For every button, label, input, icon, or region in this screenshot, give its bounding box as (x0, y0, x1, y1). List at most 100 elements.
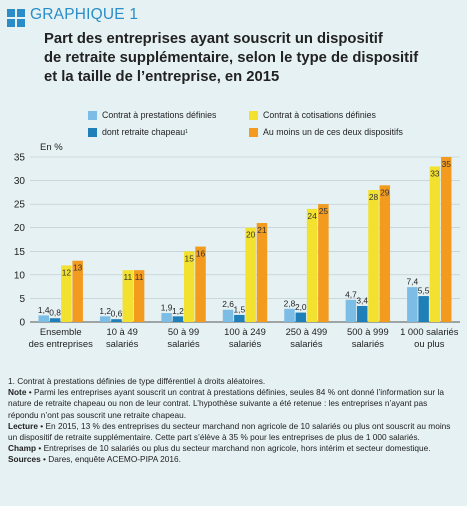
x-tick-label: 10 à 49 (107, 326, 138, 337)
y-tick-label: 30 (14, 176, 26, 187)
bar (161, 313, 172, 322)
bar (368, 190, 379, 322)
legend-item-prestations: Contrat à prestations définies (88, 110, 216, 120)
title-line-2: de retraite supplémentaire, selon le typ… (44, 50, 419, 66)
data-label: 21 (257, 225, 267, 235)
bar (429, 166, 441, 322)
legend-label: dont retraite chapeau (102, 127, 186, 137)
legend-footnote-ref: 1 (185, 129, 188, 135)
y-axis-label: En % (40, 142, 63, 153)
data-label: 2,0 (295, 302, 307, 312)
x-tick-label: 100 à 249 (224, 326, 266, 337)
bar (183, 251, 195, 322)
bar (407, 287, 418, 322)
y-tick-label: 25 (14, 200, 26, 211)
bar (379, 185, 391, 322)
data-label: 15 (185, 253, 195, 263)
legend-label: Au moins un de ces deux dispositifs (263, 127, 403, 137)
data-label: 0,6 (111, 309, 123, 319)
legend-item-au-moins-un: Au moins un de ces deux dispositifs (249, 127, 403, 137)
data-label: 0,8 (49, 308, 61, 318)
bar (38, 315, 50, 322)
y-tick-label: 10 (14, 270, 26, 281)
bar (306, 208, 318, 322)
data-label: 12 (62, 267, 72, 277)
data-label: 20 (246, 230, 256, 240)
data-label: 7,4 (407, 277, 419, 287)
y-tick-label: 20 (14, 223, 26, 234)
bar (318, 204, 329, 322)
legend-label: Contrat à cotisations définies (263, 110, 376, 120)
bar (284, 308, 295, 322)
data-label: 11 (123, 272, 132, 282)
bar (111, 319, 122, 322)
footnote-note: Note • Parmi les entreprises ayant sousc… (8, 387, 444, 420)
footnotes: 1. Contrat à prestations définies de typ… (8, 376, 460, 466)
footnote-1: 1. Contrat à prestations définies de typ… (8, 376, 266, 386)
legend-swatch (249, 110, 258, 120)
bar (356, 305, 368, 322)
bar (222, 309, 234, 322)
data-label: 16 (196, 249, 206, 259)
data-label: 25 (319, 206, 329, 216)
data-label: 2,6 (222, 299, 234, 309)
data-label: 2,8 (284, 298, 296, 308)
x-tick-label: 50 à 99 (168, 326, 199, 337)
bar (133, 270, 145, 322)
y-tick-label: 35 (14, 153, 26, 164)
data-label: 1,2 (172, 306, 184, 316)
bar-chart: 0 5 10 15 20 25 30 35 En % 1,4 0,8 12 13 Ensembledes … (14, 142, 460, 349)
legend-item-cotisations: Contrat à cotisations définies (249, 110, 376, 120)
x-tick-label: Ensemble (40, 326, 82, 337)
chart-title: Part des entreprises ayant souscrit un d… (44, 30, 464, 87)
bar (418, 296, 429, 322)
x-tick-label: salariés (167, 338, 200, 349)
data-label: 11 (135, 272, 144, 282)
bar (295, 312, 307, 322)
title-line-3: et la taille de l’entreprise, en 2015 (44, 69, 280, 85)
legend-swatch (88, 127, 97, 137)
data-label: 24 (307, 211, 317, 221)
bar (172, 316, 184, 322)
bar (234, 314, 245, 322)
x-tick-label: des entreprises (29, 338, 93, 349)
x-tick-label: salariés (290, 338, 323, 349)
x-tick-label: 500 à 999 (347, 326, 389, 337)
data-label: 4,7 (345, 289, 357, 299)
data-label: 5,5 (418, 286, 430, 296)
bar (49, 318, 61, 322)
data-label: 1,2 (99, 306, 111, 316)
x-tick-label: salariés (106, 338, 139, 349)
legend-item-chapeau: dont retraite chapeau 1 (88, 127, 188, 137)
x-tick-label: 250 à 499 (286, 326, 328, 337)
data-label: 28 (369, 192, 379, 202)
data-label: 1,5 (234, 304, 246, 314)
bar (122, 270, 134, 322)
x-tick-label: ou plus (414, 338, 445, 349)
bar (99, 316, 111, 322)
legend-label: Contrat à prestations définies (102, 110, 217, 120)
x-tick-label: salariés (229, 338, 262, 349)
footnote-sources: Sources • Dares, enquête ACEMO-PIPA 2016… (8, 454, 181, 465)
bar (256, 223, 268, 322)
x-tick-label: 1 000 salariés (400, 326, 459, 337)
y-tick-label: 5 (19, 294, 25, 305)
footnote-lecture: Lecture • En 2015, 13 % des entreprises … (8, 420, 451, 443)
bar (195, 246, 206, 322)
bar (61, 265, 72, 322)
y-tick-label: 0 (19, 318, 25, 329)
title-line-1: Part des entreprises ayant souscrit un d… (44, 31, 383, 47)
data-label: 3,4 (356, 295, 368, 305)
bar (72, 260, 83, 322)
data-label: 1,9 (161, 303, 173, 313)
data-label: 29 (380, 187, 390, 197)
data-label: 35 (442, 159, 452, 169)
data-label: 1,4 (38, 305, 50, 315)
bar (245, 227, 256, 322)
data-label: 33 (430, 168, 440, 178)
x-tick-label: salariés (352, 338, 385, 349)
chart-header-icon (7, 9, 25, 27)
y-tick-label: 15 (14, 247, 26, 258)
legend-swatch (88, 110, 97, 120)
legend-swatch (249, 127, 258, 137)
